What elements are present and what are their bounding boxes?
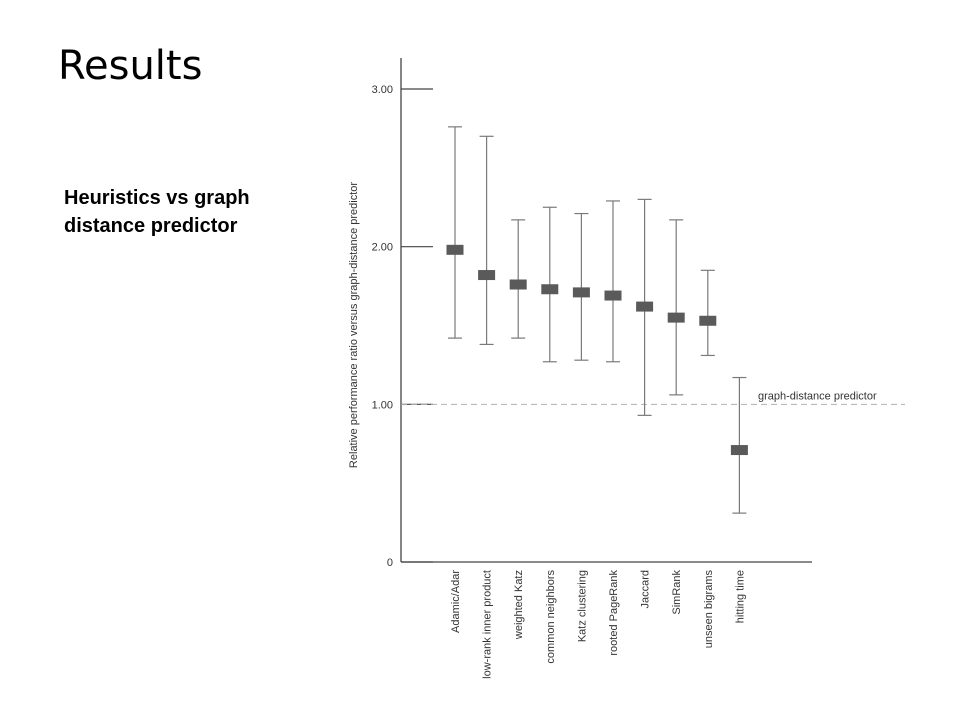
error-bar-marker (699, 315, 717, 326)
chart-plot-area: 0 1.00 2.00 3.00 Relative performance ratio … (348, 58, 905, 679)
x-tick-label: low-rank inner product (482, 570, 494, 679)
error-bar-marker (509, 279, 527, 290)
x-tick-label: unseen bigrams (703, 570, 715, 649)
error-bar-marker (446, 244, 464, 255)
slide-subtitle: Heuristics vs graph distance predictor (64, 184, 324, 240)
error-bar-marker (541, 284, 559, 295)
error-bar-marker (478, 270, 496, 281)
x-tick-label: SimRank (671, 570, 683, 615)
x-tick-label: common neighbors (545, 570, 557, 664)
slide-title: Results (58, 43, 203, 89)
y-tick-label: 3.00 (372, 84, 393, 96)
x-tick-label: hitting time (734, 570, 746, 623)
slide-subtitle-line-2: distance predictor (64, 215, 238, 237)
y-tick-label: 0 (387, 557, 393, 569)
error-bar-marker (604, 290, 622, 301)
x-tick-label: Adamic/Adar (450, 570, 462, 633)
error-bar-marker (636, 301, 654, 312)
error-bar-marker (667, 312, 685, 323)
y-axis-label: Relative performance ratio versus graph-… (348, 182, 360, 468)
x-tick-label: rooted PageRank (608, 570, 620, 656)
y-tick-label: 1.00 (372, 399, 393, 411)
error-bar-marker (572, 287, 590, 298)
slide-subtitle-line-1: Heuristics vs graph (64, 187, 250, 209)
x-tick-label: weighted Katz (513, 570, 525, 640)
y-tick-label: 2.00 (372, 242, 393, 254)
error-bar-marker (730, 445, 748, 456)
reference-line-label: graph-distance predictor (758, 390, 877, 402)
x-tick-label: Katz clustering (576, 570, 588, 642)
x-tick-label: Jaccard (640, 570, 652, 609)
